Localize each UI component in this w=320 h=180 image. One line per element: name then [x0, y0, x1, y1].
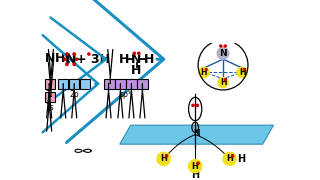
FancyBboxPatch shape	[80, 79, 90, 89]
FancyBboxPatch shape	[45, 79, 55, 89]
Circle shape	[223, 152, 236, 165]
Circle shape	[224, 79, 226, 81]
Polygon shape	[120, 125, 274, 144]
Text: H: H	[226, 154, 233, 163]
Text: N: N	[131, 53, 142, 66]
FancyBboxPatch shape	[69, 79, 79, 89]
Text: H: H	[160, 154, 167, 163]
Text: H: H	[156, 154, 164, 164]
FancyBboxPatch shape	[104, 79, 115, 89]
Circle shape	[64, 58, 66, 60]
Text: N: N	[219, 49, 227, 58]
Circle shape	[237, 67, 247, 78]
Circle shape	[133, 52, 135, 54]
Circle shape	[165, 155, 168, 157]
Circle shape	[243, 69, 245, 70]
Text: H: H	[131, 64, 142, 77]
Circle shape	[231, 155, 234, 157]
Circle shape	[199, 67, 209, 78]
Text: NH$_3$: NH$_3$	[44, 52, 72, 67]
Text: H: H	[192, 162, 199, 171]
Text: 2s: 2s	[46, 90, 54, 99]
Text: H: H	[201, 68, 207, 77]
FancyBboxPatch shape	[115, 79, 125, 89]
Text: 2p: 2p	[69, 90, 79, 99]
Circle shape	[197, 162, 199, 164]
Circle shape	[73, 63, 76, 66]
Text: + 3H: + 3H	[76, 53, 110, 66]
Circle shape	[196, 104, 198, 106]
Text: H: H	[237, 154, 245, 164]
Circle shape	[218, 78, 228, 88]
Text: sp³: sp³	[120, 90, 132, 99]
Circle shape	[220, 45, 222, 47]
Circle shape	[73, 53, 76, 55]
FancyBboxPatch shape	[45, 92, 55, 102]
Circle shape	[205, 69, 207, 70]
Text: H: H	[220, 78, 226, 87]
Circle shape	[66, 63, 68, 66]
Text: 1s: 1s	[46, 103, 54, 112]
FancyBboxPatch shape	[137, 79, 148, 89]
FancyBboxPatch shape	[58, 79, 68, 89]
Text: H: H	[191, 170, 199, 180]
Text: H: H	[144, 53, 154, 66]
Circle shape	[66, 53, 68, 55]
FancyBboxPatch shape	[126, 79, 137, 89]
Text: H: H	[119, 53, 129, 66]
Circle shape	[157, 152, 170, 165]
Circle shape	[224, 45, 226, 47]
Circle shape	[192, 104, 194, 106]
Text: H: H	[239, 68, 245, 77]
Circle shape	[217, 48, 229, 59]
Text: N: N	[193, 129, 200, 138]
Circle shape	[88, 53, 90, 55]
Circle shape	[138, 52, 140, 54]
Circle shape	[188, 160, 202, 173]
Circle shape	[75, 58, 78, 60]
Text: N: N	[65, 52, 76, 66]
